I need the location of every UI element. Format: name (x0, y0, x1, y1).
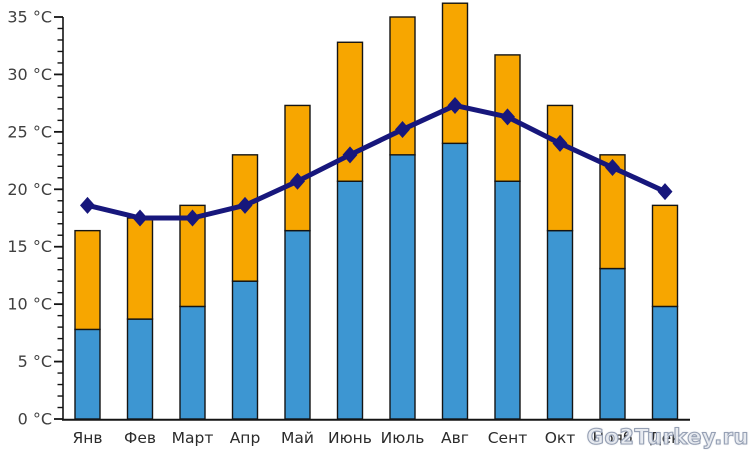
sea-marker-10 (605, 158, 620, 176)
night-bar-3 (231, 280, 259, 420)
night-bar-1 (126, 318, 154, 420)
day-bar-9 (546, 104, 574, 232)
day-bar-3 (231, 154, 259, 282)
night-bar-11 (651, 305, 679, 420)
sea-marker-4 (290, 172, 305, 190)
night-bar-10 (599, 267, 626, 420)
night-bar-7 (441, 142, 469, 420)
x-tick-label-4: Май (281, 429, 314, 447)
sea-marker-5 (342, 146, 358, 164)
x-tick-label-8: Сент (488, 429, 528, 447)
y-tick-label-10: 10 °C (7, 295, 52, 314)
day-bar-0 (74, 229, 101, 331)
x-tick-label-3: Апр (230, 429, 261, 447)
x-tick-label-11: Дек (649, 429, 680, 447)
y-tick-label-20: 20 °C (7, 180, 52, 199)
day-bar-1 (126, 217, 154, 320)
sea-marker-9 (552, 134, 568, 152)
sea-marker-6 (395, 121, 410, 139)
sea-marker-3 (237, 196, 253, 214)
sea-marker-8 (500, 108, 515, 126)
x-tick-label-9: Окт (545, 429, 576, 447)
sea-marker-2 (185, 209, 200, 227)
night-bar-0 (74, 328, 101, 420)
y-tick-label-15: 15 °C (7, 237, 52, 256)
x-tick-label-6: Июль (381, 429, 425, 447)
y-tick-label-30: 30 °C (7, 65, 52, 84)
x-tick-label-7: Авг (441, 429, 469, 447)
night-bar-5 (336, 180, 364, 420)
x-tick-label-2: Март (172, 429, 214, 447)
night-bar-6 (389, 154, 416, 420)
sea-marker-0 (80, 196, 95, 214)
x-tick-label-0: Янв (72, 429, 102, 447)
y-tick-label-0: 0 °C (18, 410, 52, 429)
x-tick-label-10: Нояб (592, 429, 632, 447)
night-bar-9 (546, 229, 574, 420)
day-bar-4 (284, 104, 311, 232)
sea-temperature-line (85, 102, 668, 221)
day-bar-7 (441, 2, 469, 145)
x-tick-label-5: Июнь (328, 429, 372, 447)
day-bar-11 (651, 204, 679, 308)
sea-marker-11 (657, 183, 673, 201)
night-bar-8 (494, 180, 521, 420)
y-tick-label-5: 5 °C (18, 352, 52, 371)
sea-marker-7 (447, 96, 463, 114)
x-tick-label-1: Фев (124, 429, 156, 447)
sea-marker-1 (132, 209, 148, 227)
y-tick-label-35: 35 °C (7, 8, 52, 27)
day-bar-6 (389, 16, 416, 156)
night-bar-4 (284, 229, 311, 420)
y-tick-label-25: 25 °C (7, 122, 52, 141)
night-bar-2 (179, 305, 206, 420)
